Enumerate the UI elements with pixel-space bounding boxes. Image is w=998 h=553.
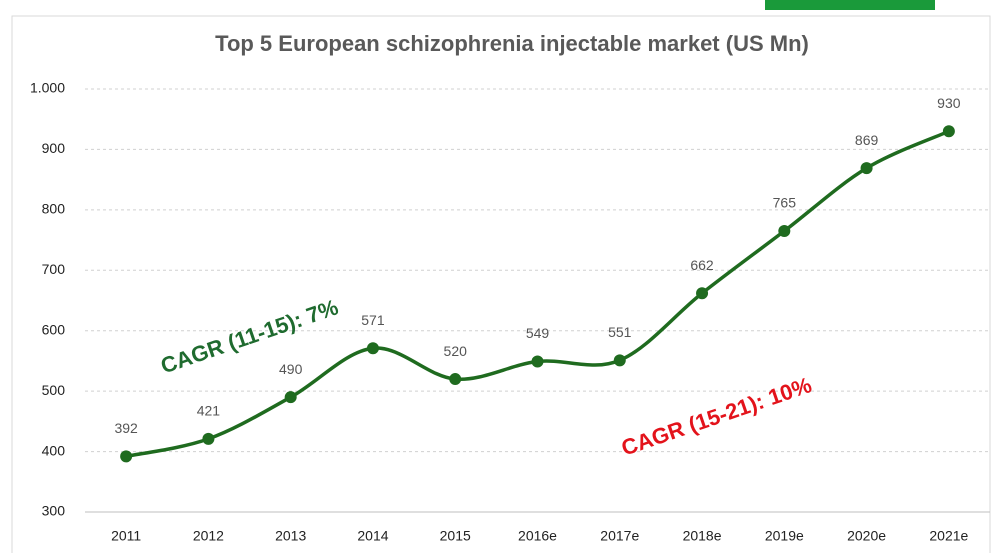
data-label: 930: [937, 95, 961, 111]
data-label: 662: [690, 257, 714, 273]
x-tick-label: 2019e: [765, 528, 804, 544]
chart-frame: [11, 15, 991, 553]
annotation: CAGR (11-15): 7%: [158, 294, 342, 378]
marker: [449, 373, 462, 386]
data-label: 549: [526, 325, 550, 341]
marker: [778, 225, 791, 238]
y-tick-label: 900: [42, 140, 66, 156]
x-tick-label: 2014: [357, 528, 388, 544]
x-tick-label: 2015: [440, 528, 471, 544]
x-tick-label: 2021e: [929, 528, 968, 544]
marker: [120, 450, 133, 463]
line: [125, 129, 950, 459]
y-tick-label: 500: [42, 382, 66, 398]
marker: [860, 162, 873, 175]
header-bar: [765, 0, 935, 10]
x-tick-label: 2011: [111, 528, 141, 544]
y-tick-label: 300: [42, 503, 66, 519]
x-tick-label: 2017e: [600, 528, 639, 544]
annotation: CAGR (15-21): 10%: [618, 372, 815, 461]
data-label: 551: [608, 324, 632, 340]
data-label: 421: [197, 403, 221, 419]
x-tick-label: 2012: [193, 528, 224, 544]
marker: [613, 354, 626, 367]
y-tick-label: 700: [42, 261, 66, 277]
x-tick-label: 2020e: [847, 528, 886, 544]
marker: [284, 391, 297, 404]
x-tick-label: 2016e: [518, 528, 557, 544]
y-tick-label: 1.000: [30, 80, 65, 96]
marker: [531, 355, 544, 368]
chart-title: Top 5 European schizophrenia injectable …: [215, 31, 809, 56]
x-tick-label: 2018e: [683, 528, 722, 544]
marker: [696, 287, 709, 300]
data-label: 765: [773, 195, 797, 211]
y-tick-label: 400: [42, 442, 66, 458]
data-label: 490: [279, 361, 303, 377]
y-tick-label: 600: [42, 321, 66, 337]
data-label: 520: [444, 343, 468, 359]
marker: [942, 125, 955, 138]
data-label: 571: [361, 312, 385, 328]
marker: [366, 342, 379, 355]
y-tick-label: 800: [42, 201, 66, 217]
marker: [202, 432, 215, 445]
data-label: 392: [114, 420, 138, 436]
x-tick-label: 2013: [275, 528, 306, 544]
data-label: 869: [855, 132, 879, 148]
